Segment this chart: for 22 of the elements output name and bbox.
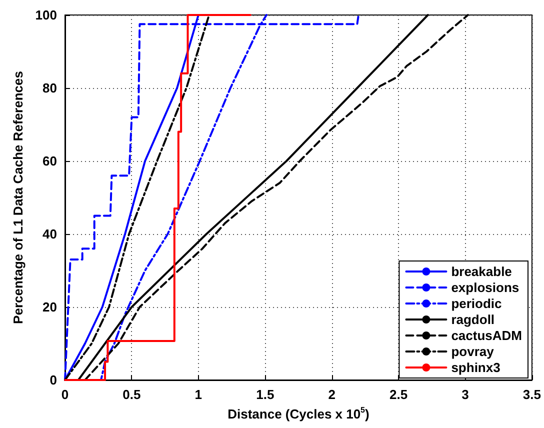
y-tick-label: 0 [50,372,57,388]
y-tick-label: 40 [42,226,57,242]
legend-label: ragdoll [451,312,495,327]
y-axis-title: Percentage of L1 Data Cache References [10,71,26,324]
x-tick-label: 2.5 [390,387,408,402]
x-tick-label: 3 [462,387,469,402]
x-tick-label: 1 [194,387,202,402]
x-tick-label: 3.5 [522,387,542,402]
y-tick-label: 20 [42,300,57,314]
legend-label: breakable [451,264,512,279]
legend-label: periodic [451,296,502,311]
y-tick-label: 80 [42,80,57,96]
x-tick-label: 1.5 [256,387,274,402]
y-tick-label: 100 [35,8,57,22]
legend-label: cactusADM [451,328,522,343]
legend-label: povray [451,344,495,359]
legend-label: explosions [451,280,520,295]
legend-label: sphinx3 [451,360,500,375]
x-tick-label: 2 [328,387,336,402]
y-tick-label: 60 [42,154,57,168]
x-tick-label: 0 [61,387,69,402]
x-tick-label: 0.5 [122,387,141,402]
